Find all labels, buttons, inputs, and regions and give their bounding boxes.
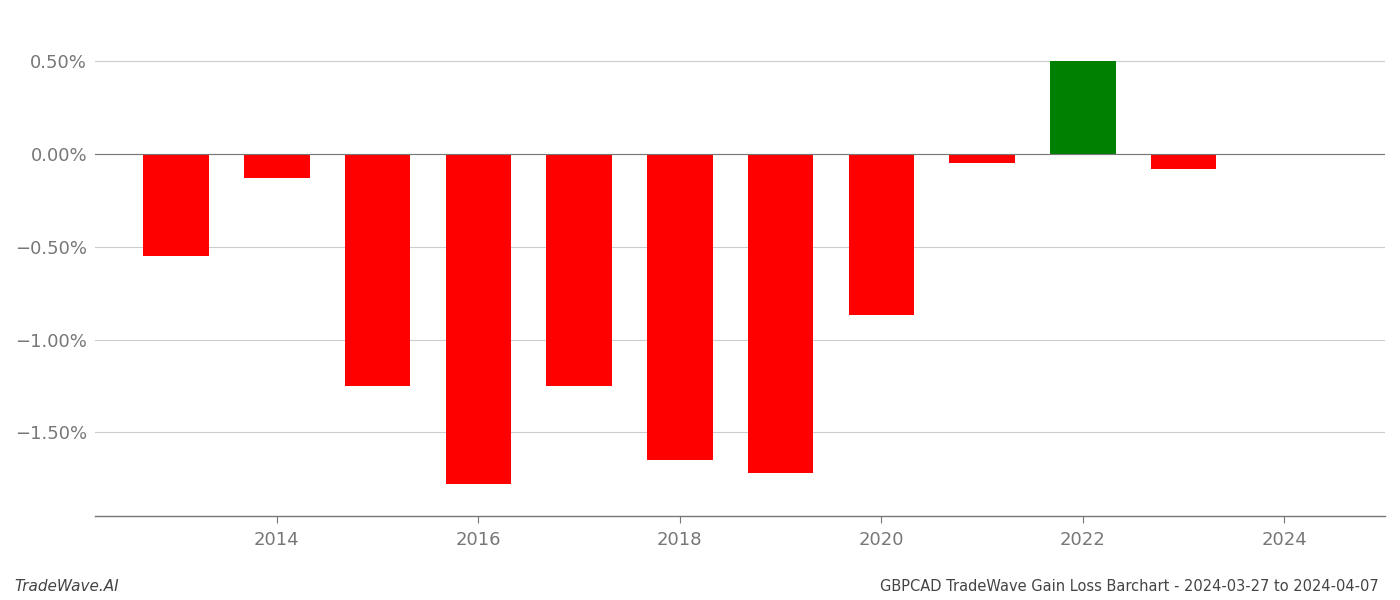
- Bar: [1151, 154, 1217, 169]
- Bar: [1050, 61, 1116, 154]
- Bar: [546, 154, 612, 386]
- Bar: [647, 154, 713, 460]
- Bar: [344, 154, 410, 386]
- Bar: [445, 154, 511, 484]
- Text: GBPCAD TradeWave Gain Loss Barchart - 2024-03-27 to 2024-04-07: GBPCAD TradeWave Gain Loss Barchart - 20…: [881, 579, 1379, 594]
- Bar: [244, 154, 309, 178]
- Text: TradeWave.AI: TradeWave.AI: [14, 579, 119, 594]
- Bar: [748, 154, 813, 473]
- Bar: [949, 154, 1015, 163]
- Bar: [143, 154, 209, 256]
- Bar: [848, 154, 914, 316]
